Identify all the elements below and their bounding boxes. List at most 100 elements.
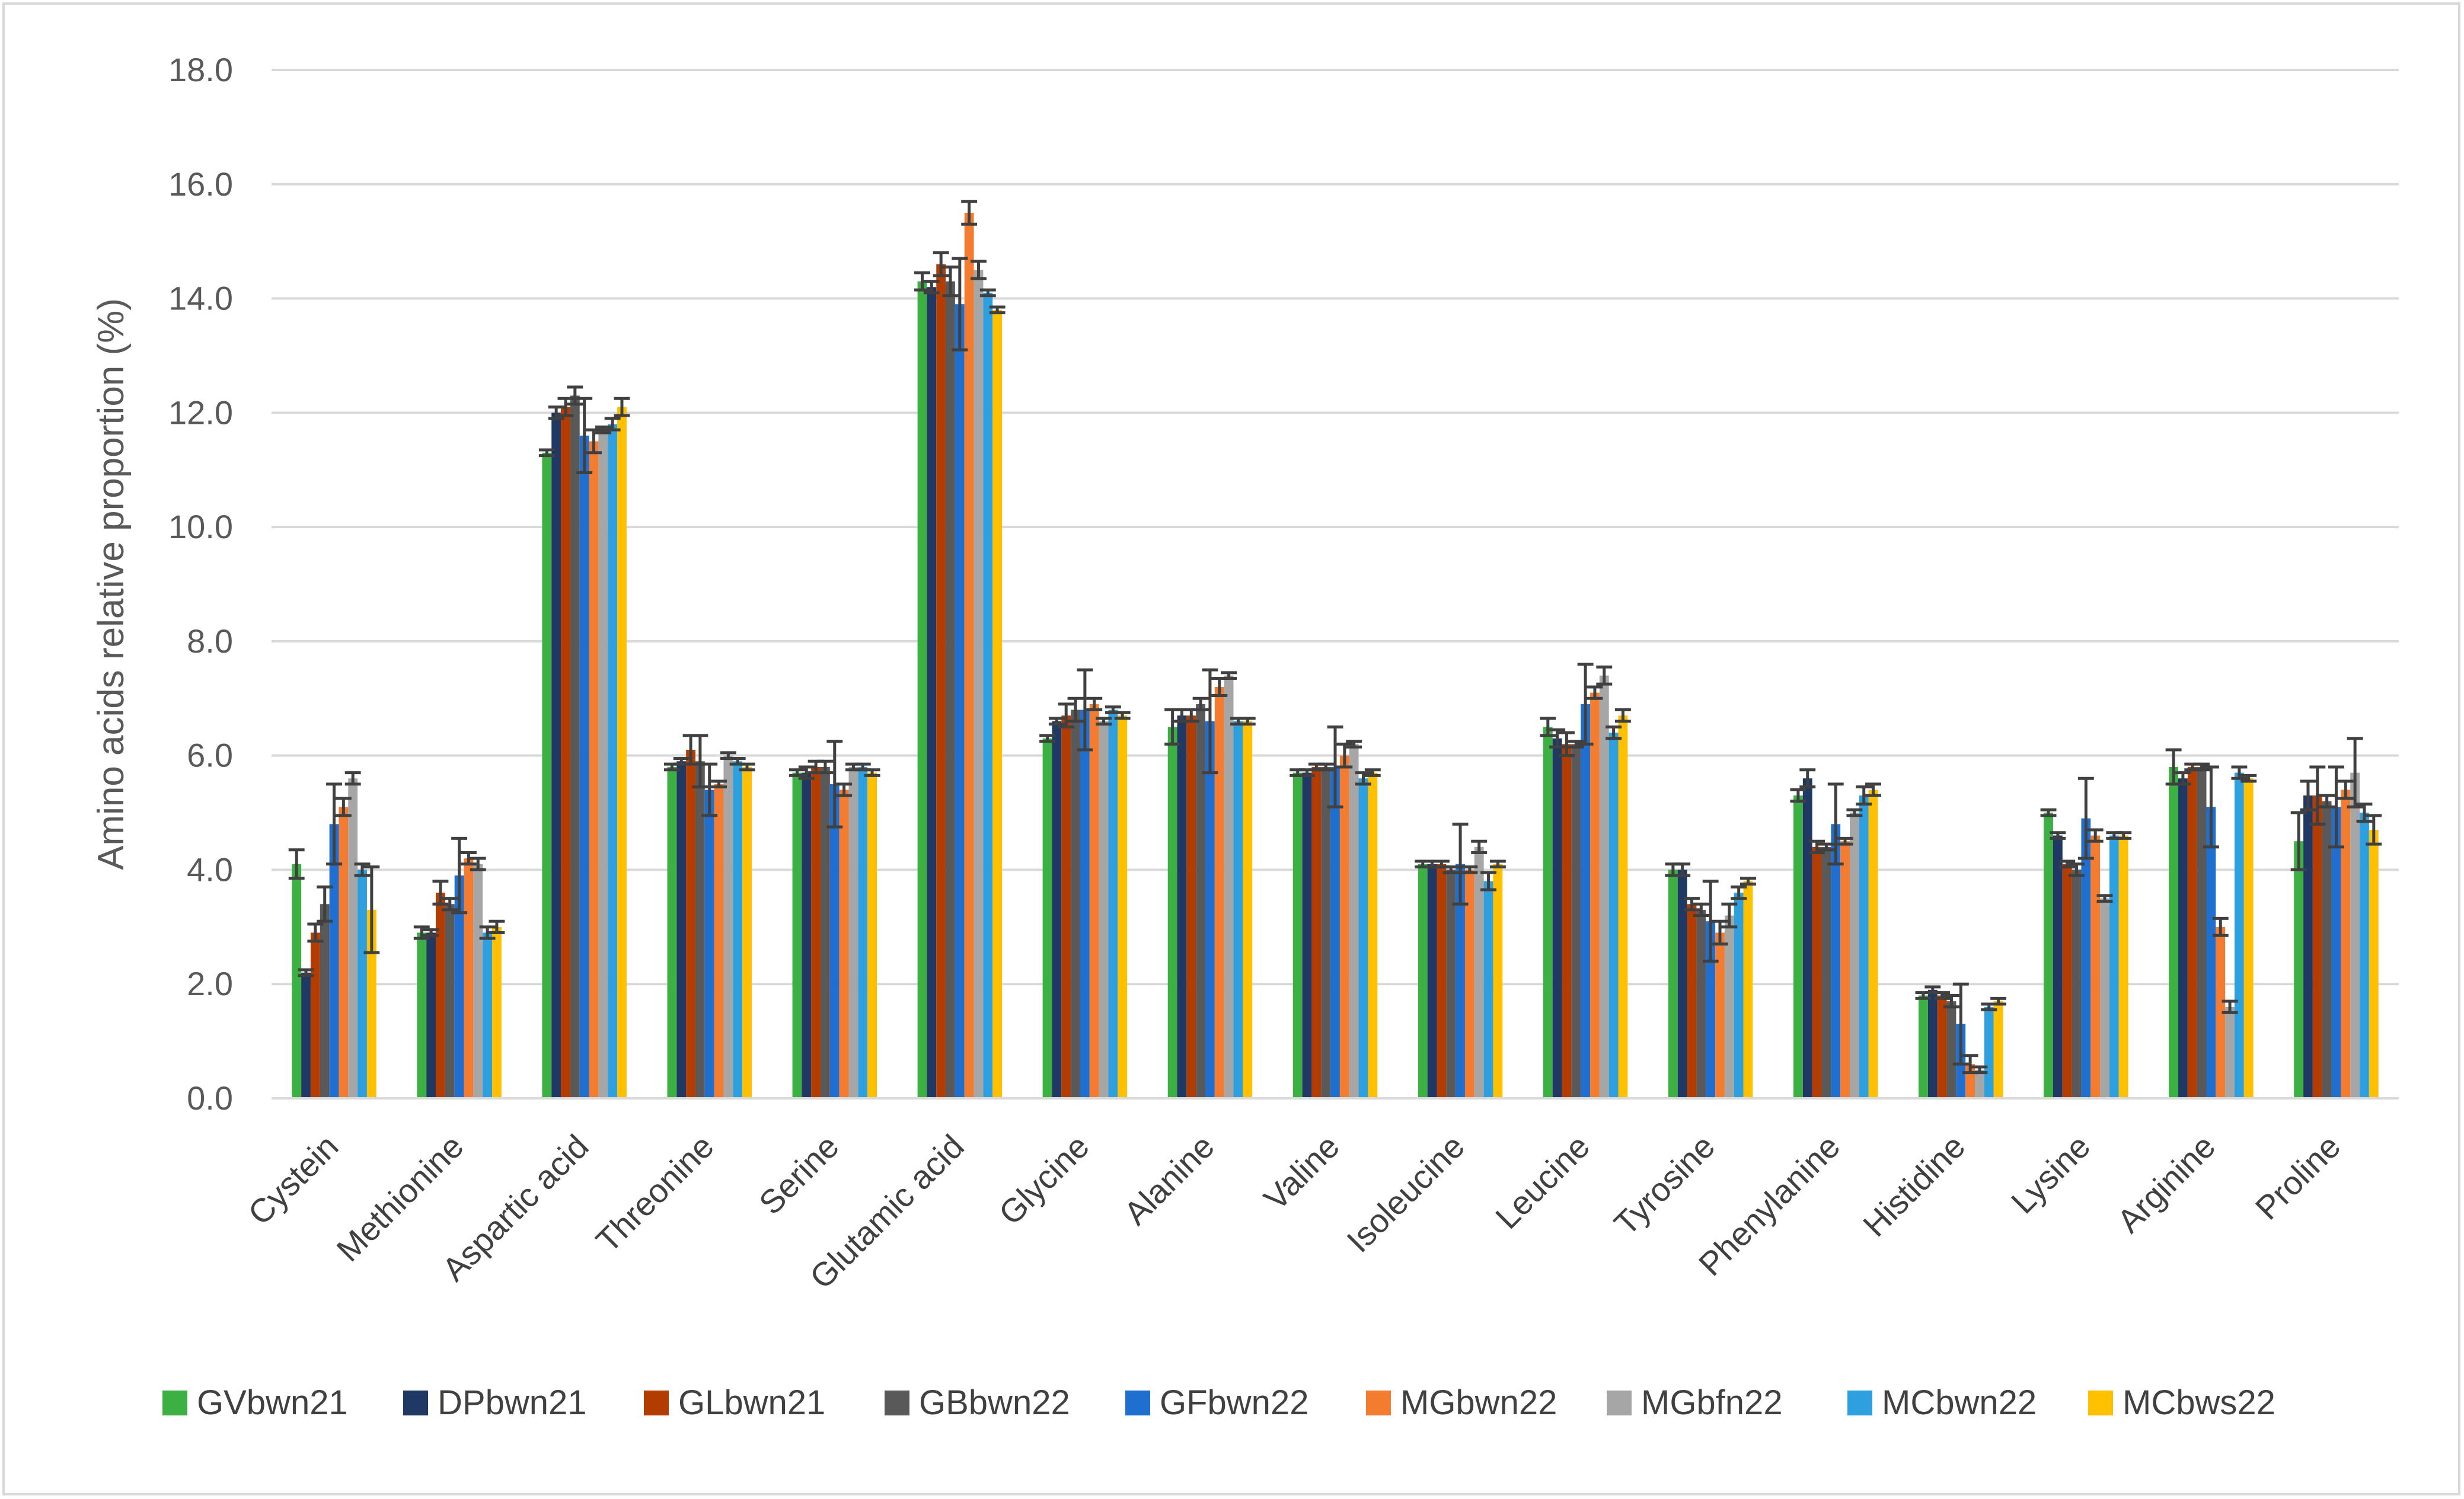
y-tick-label: 4.0 — [187, 851, 233, 888]
bar-mcbws22 — [992, 309, 1003, 1099]
error-bar — [1540, 717, 1556, 737]
bar-mcbws22 — [1368, 772, 1378, 1098]
y-tick-label: 2.0 — [187, 965, 233, 1002]
bar-dpbwn21 — [2303, 795, 2313, 1098]
bar-gvbwn21 — [1793, 795, 1803, 1098]
category-label: Tyrosine — [1607, 1127, 1722, 1242]
bar-mcbwn22 — [733, 761, 743, 1098]
bar-gvbwn21 — [1042, 738, 1052, 1098]
error-bar — [442, 897, 458, 912]
error-bar — [2040, 808, 2057, 817]
error-bar — [2059, 859, 2076, 869]
bar-mcbwn22 — [2109, 835, 2119, 1098]
category-label: Glycine — [991, 1127, 1096, 1232]
bar-mcbwn22 — [358, 870, 367, 1098]
error-bar — [1865, 782, 1882, 797]
bar-mcbwn22 — [483, 932, 492, 1098]
bar-mgbfn22 — [1599, 675, 1609, 1098]
bar-gvbwn21 — [1418, 864, 1428, 1098]
bar-mcbws22 — [1493, 864, 1503, 1098]
bar-gbbwn22 — [445, 904, 455, 1098]
error-bar — [413, 925, 430, 940]
bar-dpbwn21 — [551, 413, 561, 1099]
bar-gvbwn21 — [2169, 766, 2179, 1098]
y-tick-label: 14.0 — [168, 280, 233, 317]
bar-mcbwn22 — [1108, 709, 1118, 1098]
error-bar — [1077, 668, 1093, 752]
error-bar — [989, 305, 1006, 315]
error-bar — [933, 251, 949, 277]
error-bar — [2328, 765, 2344, 849]
bar-mgbwn22 — [1089, 704, 1099, 1098]
bar-mgbwn22 — [714, 784, 724, 1098]
bar-mgbwn22 — [589, 441, 599, 1098]
bar-glbwn21 — [561, 407, 570, 1098]
legend-item: MCbwn22 — [1847, 1383, 2037, 1422]
legend-label: GBbwn22 — [919, 1383, 1070, 1422]
bar-glbwn21 — [2062, 864, 2072, 1098]
bar-gvbwn21 — [1543, 727, 1553, 1098]
legend-item: DPbwn21 — [403, 1383, 586, 1422]
bar-dpbwn21 — [426, 932, 436, 1098]
bar-dpbwn21 — [802, 772, 812, 1098]
bar-mcbwn22 — [2234, 772, 2244, 1098]
bar-mgbwn22 — [839, 790, 849, 1098]
bar-gbbwn22 — [946, 281, 955, 1098]
error-bar — [1693, 902, 1709, 918]
legend: GVbwn21 DPbwn21 GLbwn21 GBbwn22 GFbwn22 MGbwn… — [162, 1383, 2275, 1422]
bar-gfbwn22 — [1080, 709, 1090, 1098]
error-bar — [2300, 779, 2316, 811]
bar-gfbwn22 — [2331, 807, 2341, 1098]
bar-gbbwn22 — [1821, 846, 1831, 1098]
bar-glbwn21 — [1562, 744, 1572, 1098]
legend-label: DPbwn21 — [438, 1383, 586, 1422]
legend-swatch — [885, 1391, 909, 1415]
error-bar — [567, 385, 583, 406]
bar-gfbwn22 — [1205, 721, 1215, 1098]
bar-gbbwn22 — [1696, 909, 1706, 1098]
bar-mgbfn22 — [2350, 772, 2360, 1098]
bar-mcbwn22 — [1859, 795, 1869, 1098]
error-bar — [1790, 788, 1806, 803]
error-bar — [1327, 725, 1343, 808]
bar-glbwn21 — [1311, 766, 1322, 1098]
bar-mgbfn22 — [348, 778, 358, 1098]
legend-swatch — [2088, 1391, 2113, 1415]
error-bar — [1577, 662, 1594, 746]
bar-mgbfn22 — [1474, 846, 1484, 1098]
error-bar — [1684, 897, 1700, 912]
y-axis-ticks: 0.0 2.0 4.0 6.0 8.0 10.0 12.0 14.0 16.0 18.0 — [168, 51, 233, 1117]
y-tick-label: 8.0 — [187, 622, 233, 660]
error-bar — [1039, 734, 1056, 743]
bar-mgbfn22 — [848, 766, 858, 1098]
error-bar — [701, 762, 718, 817]
error-bar — [1461, 865, 1478, 874]
error-bar — [548, 405, 564, 420]
bar-gfbwn22 — [454, 875, 464, 1098]
bar-dpbwn21 — [676, 761, 687, 1098]
error-bar — [586, 428, 602, 455]
bar-mgbfn22 — [1975, 1069, 1984, 1098]
legend-label: MCbwn22 — [1882, 1383, 2037, 1422]
error-bar — [1587, 685, 1603, 700]
error-bar — [307, 922, 324, 943]
error-bar — [2366, 814, 2382, 846]
legend-swatch — [403, 1391, 428, 1415]
error-bar — [2240, 774, 2257, 783]
bar-gfbwn22 — [704, 790, 714, 1098]
error-bar — [1471, 839, 1488, 855]
bar-mgbfn22 — [2225, 1006, 2235, 1098]
bar-mcbwn22 — [1984, 1006, 1994, 1098]
y-axis-title: Amino acids relative proportion (%) — [91, 298, 132, 870]
bar-mgbfn22 — [1099, 721, 1109, 1098]
legend-label: MGbfn22 — [1641, 1383, 1783, 1422]
legend-swatch — [162, 1391, 187, 1415]
error-bar — [942, 266, 959, 298]
error-bar — [489, 919, 505, 934]
error-bar — [1712, 919, 1728, 946]
error-bar — [1740, 877, 1756, 886]
error-bar — [836, 782, 853, 797]
error-bar — [354, 862, 371, 877]
bar-mgbwn22 — [1840, 841, 1850, 1098]
bar-mgbwn22 — [339, 807, 349, 1098]
